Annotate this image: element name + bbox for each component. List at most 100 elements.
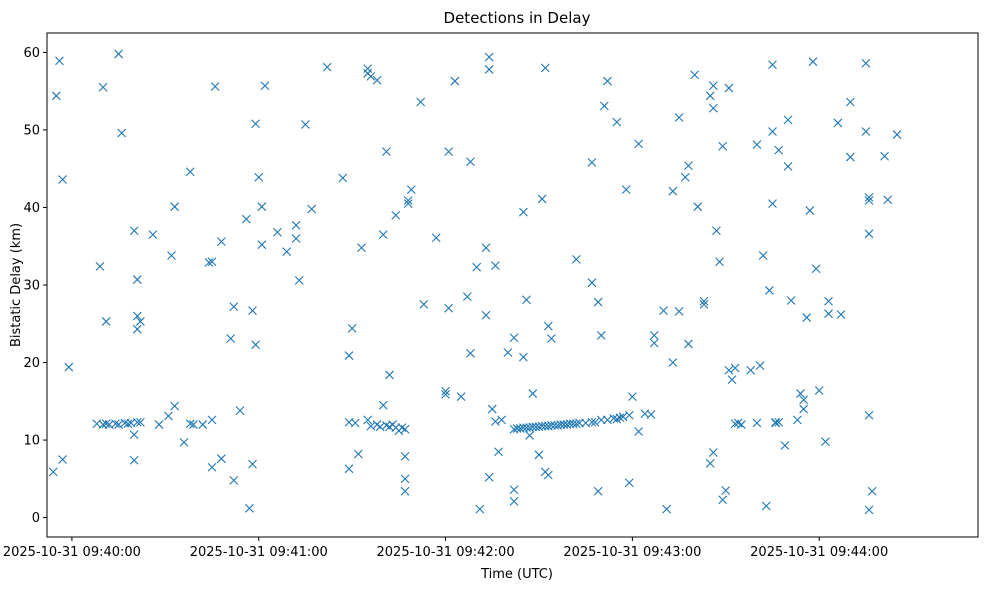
data-point [344,464,354,474]
data-point [363,415,373,425]
data-point [101,317,111,326]
data-point [565,419,575,429]
data-point [880,151,889,161]
data-point [786,296,796,305]
data-point [705,458,715,468]
data-point [167,251,176,260]
data-point [132,275,142,284]
data-point [821,437,830,447]
data-point [752,418,762,428]
data-point [727,375,737,384]
x-axis-label: Time (UTC) [480,567,553,582]
data-point [400,424,410,434]
data-point [796,389,805,398]
data-point [481,310,491,320]
data-point [136,417,145,427]
data-point [444,303,454,313]
data-point [441,389,450,399]
data-point [783,115,793,125]
data-point [170,202,180,212]
data-point [805,206,815,215]
data-point [624,410,634,420]
data-point [892,130,902,139]
y-tick-label: 10 [23,434,40,449]
data-point [861,58,871,68]
data-point [705,91,715,101]
x-tick-label: 2025-10-31 09:42:00 [377,545,515,560]
data-point [216,454,226,464]
data-point [596,331,606,340]
data-point [836,310,846,319]
data-point [185,167,195,177]
data-point [634,427,643,436]
data-point [603,76,612,86]
data-point [441,386,450,396]
data-point [291,234,301,243]
data-point [322,62,332,72]
data-point [596,415,606,425]
data-point [802,313,812,322]
data-point [724,83,734,93]
data-point [783,161,793,171]
data-point [755,361,765,371]
data-point [525,431,535,440]
data-point [403,199,413,208]
data-point [260,81,270,91]
data-point [391,210,401,220]
data-point [132,311,142,321]
data-point [210,82,220,91]
data-point [400,474,410,484]
data-point [556,420,566,429]
data-point [662,504,672,514]
data-points [48,49,902,515]
data-point [824,309,833,319]
data-point [587,417,597,427]
data-point [132,324,142,334]
data-point [484,52,494,62]
data-point [466,348,475,358]
data-point [808,57,818,67]
data-point [378,400,388,410]
data-point [540,63,550,73]
data-point [864,196,874,205]
data-point [599,101,609,111]
data-point [51,91,61,101]
data-point [400,451,410,461]
data-point [864,505,874,515]
data-point [547,420,556,430]
data-point [768,60,777,70]
data-point [241,214,251,224]
data-point [715,257,724,267]
data-point [344,351,354,360]
data-point [251,340,261,350]
y-tick-label: 30 [23,279,40,294]
data-point [758,251,768,260]
data-point [659,306,668,315]
axes: 0 10 20 30 40 50 60 2025-10-31 09:40:00 2025-10-… [3,46,888,560]
data-point [484,65,494,74]
data-point [799,404,809,414]
data-point [251,119,261,129]
data-point [718,141,728,151]
data-point [537,421,547,431]
data-point [114,49,124,59]
data-point [129,430,139,440]
plot-area [47,33,978,537]
data-point [699,299,709,309]
data-point [708,448,718,457]
data-point [674,113,684,122]
data-point [528,422,538,432]
data-point [366,72,376,81]
data-point [571,255,581,264]
data-point [646,410,656,419]
data-point [419,299,429,309]
data-point [481,243,491,253]
data-point [684,161,693,170]
data-point [752,140,762,150]
data-point [509,496,519,506]
data-point [649,338,659,348]
data-point [245,503,254,513]
y-axis-label: Bistatic Delay (km) [9,223,24,347]
data-point [450,76,460,86]
